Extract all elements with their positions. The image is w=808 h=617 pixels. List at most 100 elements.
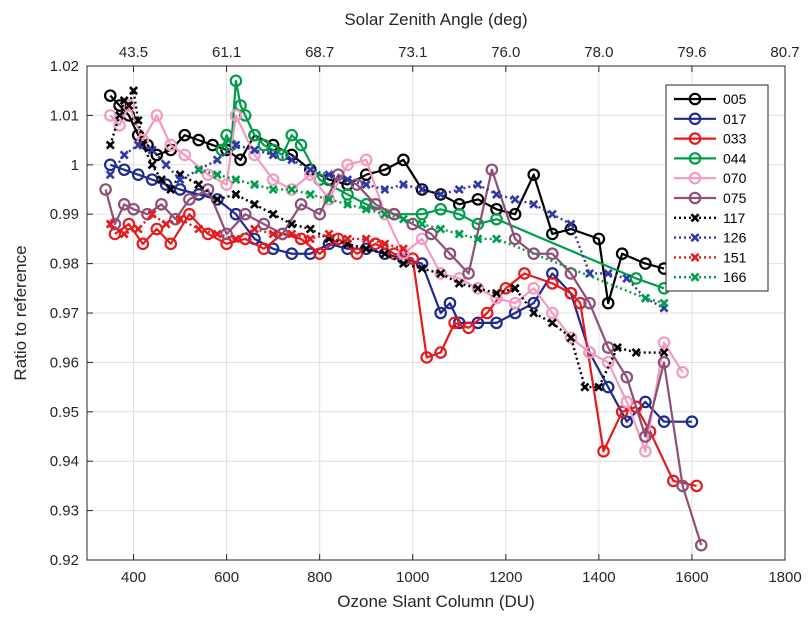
data-point-151	[361, 234, 371, 244]
x-tick-label: 1600	[675, 569, 708, 586]
data-point-044	[234, 99, 247, 112]
legend-marker	[688, 92, 702, 106]
data-point-166	[659, 298, 669, 308]
x-tick-label: 800	[307, 569, 332, 586]
axes: 400 600 800 1000 1200 1400 1600 1800 0.92 0.93 0.9…	[50, 44, 802, 586]
data-point-033	[369, 237, 382, 251]
data-point-151	[119, 229, 129, 239]
data-point-005	[592, 232, 606, 246]
data-point-005	[397, 153, 410, 167]
data-point-005	[615, 247, 629, 261]
data-point-033	[150, 222, 164, 236]
data-point-075	[485, 163, 499, 177]
y-tick-label: 1.01	[50, 107, 79, 124]
data-point-017	[685, 415, 699, 428]
x-tick-label: 600	[214, 569, 239, 586]
legend-entry-017: 017	[674, 111, 747, 127]
y-tick-label: 0.96	[50, 354, 79, 371]
legend-marker	[690, 272, 700, 282]
data-point-033	[448, 316, 461, 330]
data-point-033	[564, 286, 578, 300]
data-point-033	[122, 217, 136, 231]
data-point-075	[294, 198, 308, 211]
data-point-044	[294, 138, 308, 152]
series-line-075	[104, 168, 703, 546]
data-point-117	[166, 184, 176, 195]
data-point-075	[238, 207, 252, 221]
data-point-005	[434, 188, 447, 201]
data-point-151	[212, 229, 222, 239]
x-tick-label: 1200	[489, 569, 522, 586]
data-point-017	[601, 380, 615, 394]
data-point-117	[156, 175, 166, 185]
top-x-tick-label: 61.1	[212, 44, 241, 61]
data-point-075	[676, 479, 689, 493]
data-point-117	[510, 283, 520, 293]
series-151	[105, 209, 408, 254]
data-point-044	[415, 207, 429, 221]
data-point-017	[527, 296, 541, 310]
data-point-126	[268, 150, 278, 160]
legend-entry-126: 126	[674, 230, 747, 246]
data-point-151	[133, 224, 143, 234]
data-point-070	[508, 296, 522, 310]
data-point-017	[443, 296, 457, 310]
data-point-070	[676, 365, 689, 379]
data-point-117	[594, 382, 604, 392]
data-point-033	[629, 400, 643, 414]
data-point-117	[250, 199, 260, 209]
data-point-126	[250, 145, 260, 155]
data-point-044	[490, 212, 503, 226]
data-point-117	[612, 343, 622, 353]
data-point-005	[546, 227, 559, 241]
data-point-075	[508, 232, 522, 246]
top-x-tick-label: 80.7	[770, 44, 799, 61]
data-point-151	[380, 239, 390, 249]
data-point-126	[566, 219, 576, 229]
data-point-017	[490, 316, 503, 330]
data-point-005	[234, 153, 247, 167]
data-point-117	[147, 160, 157, 170]
series-layer	[99, 74, 708, 552]
data-point-044	[285, 128, 299, 142]
data-point-126	[231, 140, 241, 150]
data-point-033	[546, 277, 559, 290]
data-point-166	[231, 175, 241, 185]
data-point-166	[212, 170, 222, 180]
data-point-070	[113, 118, 126, 132]
data-point-033	[518, 267, 531, 280]
data-point-126	[473, 180, 483, 190]
x-tick-label: 1400	[582, 569, 615, 586]
data-point-166	[361, 204, 371, 214]
legend-entry-117: 117	[674, 210, 746, 226]
data-point-166	[436, 224, 446, 234]
y-tick-label: 0.98	[50, 256, 79, 273]
data-point-151	[194, 224, 204, 234]
data-point-017	[103, 158, 117, 172]
data-point-166	[473, 234, 483, 244]
data-point-166	[454, 229, 464, 239]
data-point-033	[597, 445, 610, 458]
data-point-126	[175, 175, 185, 185]
data-point-033	[615, 405, 629, 419]
data-point-075	[276, 227, 289, 241]
data-point-151	[287, 229, 297, 239]
data-point-070	[150, 109, 164, 122]
data-point-117	[105, 140, 115, 150]
data-point-017	[192, 188, 205, 201]
series-126	[105, 140, 669, 313]
data-point-126	[305, 165, 315, 175]
legend-label: 075	[723, 190, 747, 206]
data-point-005	[378, 163, 392, 177]
data-point-033	[136, 237, 150, 251]
data-point-044	[220, 128, 233, 142]
data-point-044	[229, 74, 243, 88]
data-point-075	[425, 227, 438, 241]
data-point-166	[491, 234, 502, 244]
data-point-117	[473, 283, 483, 293]
data-point-033	[406, 252, 420, 265]
data-point-033	[313, 247, 326, 261]
legend-entry-033: 033	[674, 131, 747, 147]
data-point-126	[133, 140, 143, 150]
data-point-126	[491, 189, 502, 199]
